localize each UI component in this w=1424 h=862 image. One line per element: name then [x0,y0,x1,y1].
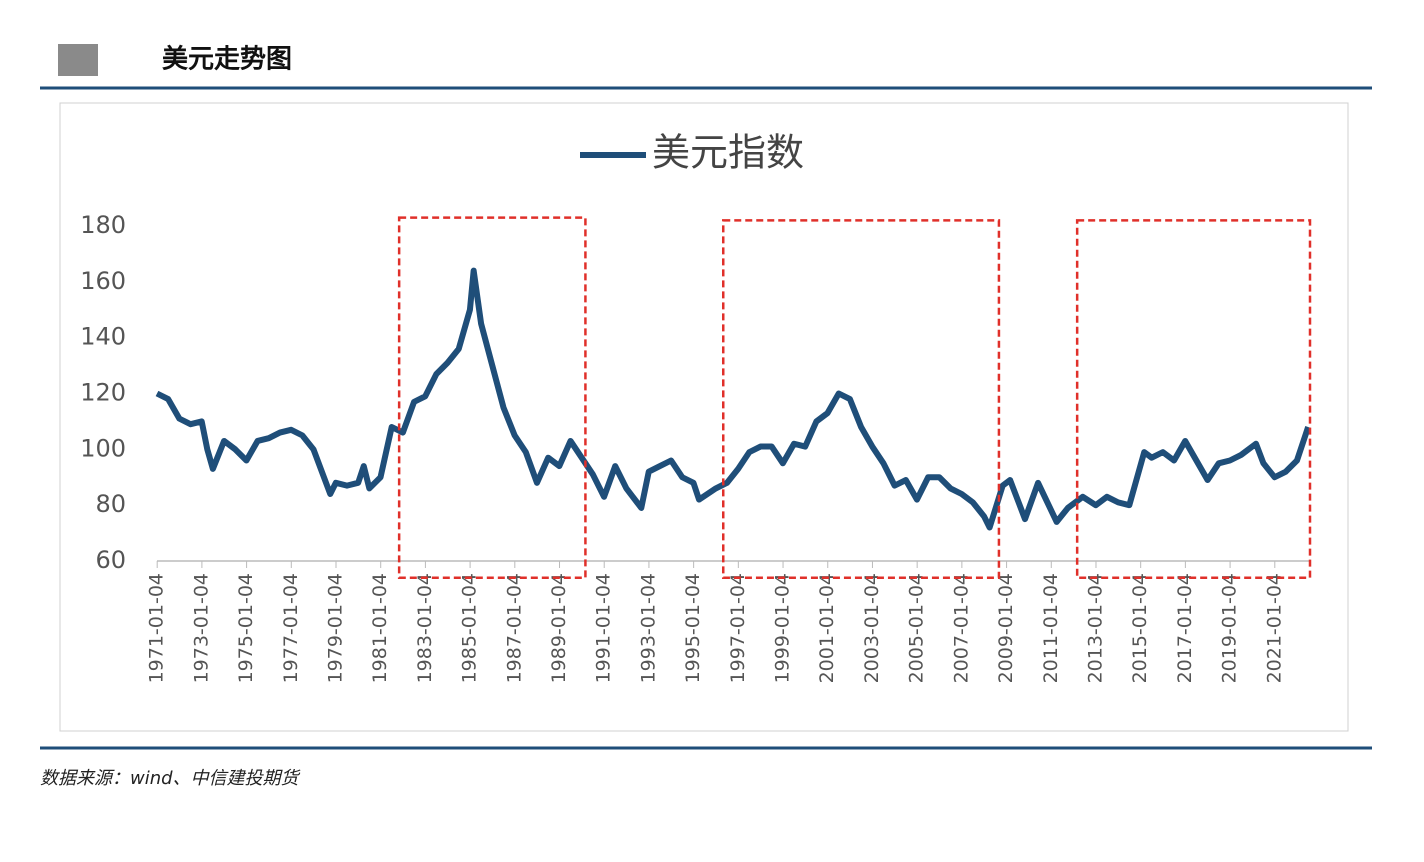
source-note: 数据来源：wind、中信建投期货 [40,768,302,789]
x-tick-label: 1971-01-04 [146,573,168,683]
x-tick-label: 2017-01-04 [1174,573,1196,683]
x-tick-label: 1981-01-04 [369,573,391,683]
y-tick-label: 140 [80,323,126,351]
x-tick-label: 1991-01-04 [593,573,615,683]
x-tick-label: 2021-01-04 [1263,573,1285,683]
x-tick-label: 2013-01-04 [1084,573,1106,683]
x-tick-label: 1999-01-04 [772,573,794,683]
x-tick-label: 1989-01-04 [548,573,570,683]
x-tick-label: 1993-01-04 [637,573,659,683]
x-tick-label: 1979-01-04 [325,573,347,683]
x-tick-label: 1997-01-04 [727,573,749,683]
y-tick-label: 120 [80,379,126,407]
y-tick-label: 160 [80,267,126,295]
highlight-box [722,219,1001,580]
data-line [155,267,1311,531]
y-tick-label: 80 [95,490,126,518]
x-tick-label: 2005-01-04 [906,573,928,683]
legend-label: 美元指数 [652,131,804,175]
x-tick-label: 2019-01-04 [1219,573,1241,683]
x-tick-label: 2003-01-04 [861,573,883,683]
y-tick-label: 100 [80,434,126,462]
x-tick-label: 2015-01-04 [1129,573,1151,683]
x-tick-label: 1983-01-04 [414,573,436,683]
x-tick-label: 1985-01-04 [459,573,481,683]
figure-title: 美元走势图 [162,44,292,75]
y-tick-label: 180 [80,211,126,239]
x-tick-label: 1975-01-04 [235,573,257,683]
highlight-box [397,216,587,579]
x-tick-label: 2011-01-04 [1040,573,1062,683]
y-tick-label: 60 [95,546,126,574]
x-tick-label: 1987-01-04 [503,573,525,683]
highlight-box [1075,219,1312,580]
x-tick-label: 2009-01-04 [995,573,1017,683]
x-tick-label: 2007-01-04 [950,573,972,683]
x-tick-label: 2001-01-04 [816,573,838,683]
x-tick-label: 1977-01-04 [280,573,302,683]
blurred-logo [58,44,98,76]
x-tick-label: 1973-01-04 [190,573,212,683]
x-tick-label: 1995-01-04 [682,573,704,683]
chart-frame [59,102,1349,732]
